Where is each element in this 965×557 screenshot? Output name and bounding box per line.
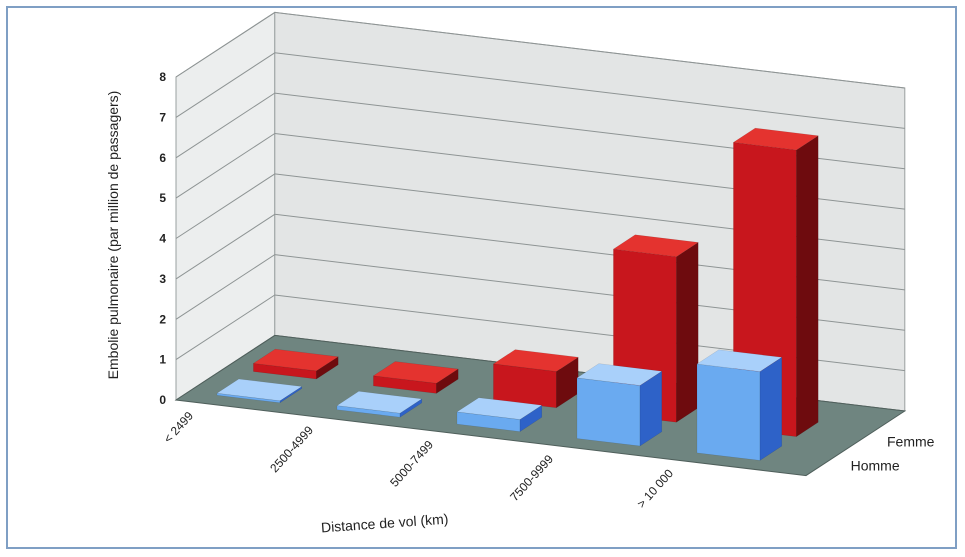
bar-top-femme <box>612 234 699 257</box>
gridline <box>175 11 905 89</box>
bar-top-homme <box>456 397 543 420</box>
bar-top-femme <box>252 348 339 372</box>
gridline <box>175 52 905 129</box>
bar-side-femme <box>796 135 819 438</box>
bar-top-femme <box>372 361 459 384</box>
bar-side-homme <box>759 356 783 461</box>
bar-front-homme <box>576 377 641 447</box>
y-tick-label: 4 <box>159 232 166 246</box>
gridline <box>175 92 905 170</box>
y-tick-label: 3 <box>159 272 166 286</box>
bar-top-homme <box>216 378 303 402</box>
y-axis-title: Embolie pulmonaire (par million de passa… <box>105 91 121 380</box>
bar-top-homme <box>336 391 423 414</box>
bar-top-homme <box>576 363 663 386</box>
series-label-homme: Homme <box>851 457 900 473</box>
bar-front-homme <box>696 363 761 461</box>
y-tick-label: 7 <box>159 110 166 124</box>
x-category-label: 5000-7499 <box>387 437 436 489</box>
y-tick-label: 1 <box>159 353 166 367</box>
chart-bars <box>216 127 819 461</box>
x-category-label: 7500-9999 <box>507 452 556 504</box>
y-axis-ticks: 0 1 2 3 4 5 6 7 8 <box>159 70 166 407</box>
bar-top-femme <box>732 127 819 151</box>
x-category-label: 2500-4999 <box>267 423 316 475</box>
y-tick-label: 5 <box>159 191 166 205</box>
bar-side-femme <box>676 241 699 423</box>
series-axis-labels: Femme Homme <box>851 434 935 474</box>
gridline <box>175 132 905 210</box>
y-tick-label: 8 <box>159 70 166 84</box>
y-tick-label: 6 <box>159 151 166 165</box>
x-axis-title: Distance de vol (km) <box>320 511 448 536</box>
series-label-femme: Femme <box>887 434 935 450</box>
bar-top-homme <box>696 349 783 372</box>
gridline <box>175 173 905 250</box>
y-tick-label: 2 <box>159 312 166 326</box>
x-category-label: > 10 000 <box>634 466 676 511</box>
bar-top-femme <box>492 349 579 372</box>
y-tick-label: 0 <box>159 393 166 407</box>
x-category-label: < 2499 <box>161 409 196 446</box>
